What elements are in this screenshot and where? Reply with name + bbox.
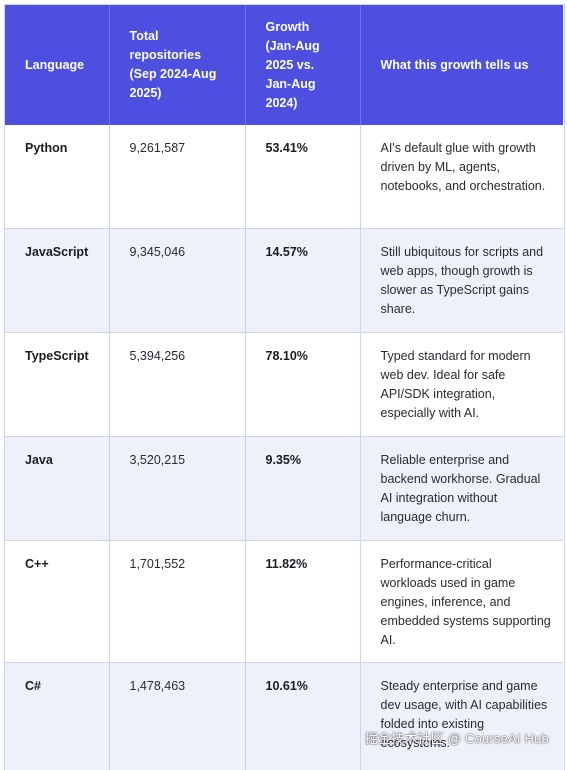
table-body: Python 9,261,587 53.41% AI's default glu… [5, 125, 563, 770]
table-header: Language Total repositories (Sep 2024-Au… [5, 5, 563, 125]
cell-growth: 53.41% [245, 125, 360, 229]
table-header-row: Language Total repositories (Sep 2024-Au… [5, 5, 563, 125]
header-insight: What this growth tells us [360, 5, 563, 125]
table-row: Python 9,261,587 53.41% AI's default glu… [5, 125, 563, 229]
cell-insight: Typed standard for modern web dev. Ideal… [360, 333, 563, 437]
table-row: C++ 1,701,552 11.82% Performance-critica… [5, 541, 563, 663]
cell-repositories: 9,345,046 [109, 229, 245, 333]
cell-growth: 10.61% [245, 663, 360, 770]
language-growth-table: Language Total repositories (Sep 2024-Au… [5, 5, 563, 770]
cell-language: C# [5, 663, 109, 770]
watermark-text: 掘金技术社区 @ CourseAI Hub [365, 728, 549, 747]
table-row: JavaScript 9,345,046 14.57% Still ubiqui… [5, 229, 563, 333]
cell-insight: Still ubiquitous for scripts and web app… [360, 229, 563, 333]
cell-repositories: 1,701,552 [109, 541, 245, 663]
cell-language: Java [5, 437, 109, 541]
cell-language: TypeScript [5, 333, 109, 437]
cell-language: Python [5, 125, 109, 229]
header-total-repositories: Total repositories (Sep 2024-Aug 2025) [109, 5, 245, 125]
cell-insight: Performance-critical workloads used in g… [360, 541, 563, 663]
cell-repositories: 5,394,256 [109, 333, 245, 437]
cell-insight: AI's default glue with growth driven by … [360, 125, 563, 229]
cell-language: C++ [5, 541, 109, 663]
table-row: TypeScript 5,394,256 78.10% Typed standa… [5, 333, 563, 437]
table-row: Java 3,520,215 9.35% Reliable enterprise… [5, 437, 563, 541]
cell-insight: Steady enterprise and game dev usage, wi… [360, 663, 563, 770]
cell-growth: 9.35% [245, 437, 360, 541]
cell-growth: 78.10% [245, 333, 360, 437]
language-growth-table-container: Language Total repositories (Sep 2024-Au… [4, 4, 565, 770]
header-growth: Growth (Jan-Aug 2025 vs. Jan-Aug 2024) [245, 5, 360, 125]
table-row: C# 1,478,463 10.61% Steady enterprise an… [5, 663, 563, 770]
cell-insight: Reliable enterprise and backend workhors… [360, 437, 563, 541]
cell-growth: 14.57% [245, 229, 360, 333]
cell-repositories: 9,261,587 [109, 125, 245, 229]
cell-repositories: 3,520,215 [109, 437, 245, 541]
cell-growth: 11.82% [245, 541, 360, 663]
cell-language: JavaScript [5, 229, 109, 333]
header-language: Language [5, 5, 109, 125]
cell-repositories: 1,478,463 [109, 663, 245, 770]
